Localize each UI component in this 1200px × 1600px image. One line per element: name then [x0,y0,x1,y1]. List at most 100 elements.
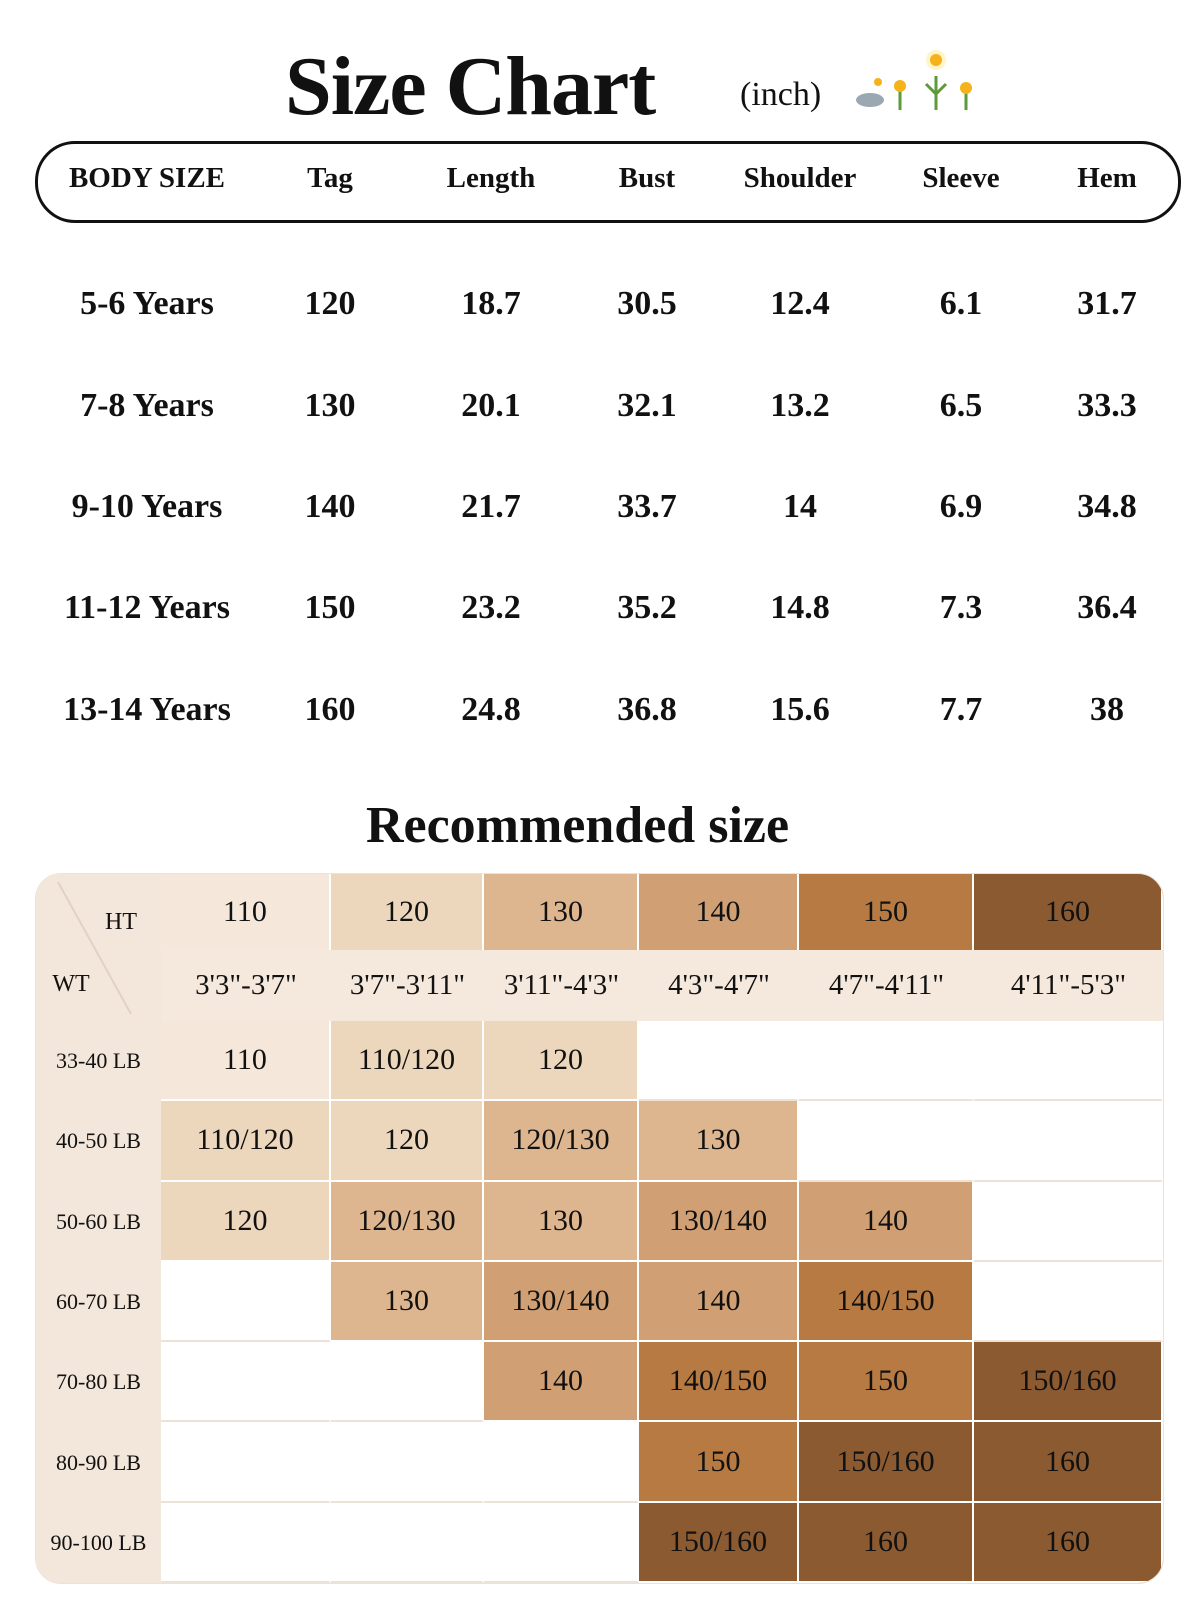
column-header: Hem [1077,162,1137,194]
empty-cell [161,1261,331,1343]
size-cell: 140/150 [799,1261,974,1343]
column-header: Length [446,162,536,194]
height-tag: 140 [639,874,799,950]
body-size: 9-10 Years [71,488,223,525]
height-tag: 130 [484,874,639,950]
body-size: 5-6 Years [80,285,214,322]
measurement: 6.5 [939,387,983,424]
ht-label: HT [105,908,137,935]
corner-diagonal [57,881,132,1015]
recommendation-grid: HT WT 110 3'3"-3'7" 120 3'7"-3'11" 130 3'11"-… [35,873,1164,1584]
size-cell: 150/160 [974,1342,1163,1423]
size-cell: 140 [799,1181,974,1262]
size-cell: 130 [484,1181,639,1262]
height-range: 4'3"-4'7" [639,950,799,1021]
measurement: 20.1 [461,387,521,424]
empty-cell [331,1502,484,1583]
weight-label: 60-70 LB [36,1261,161,1343]
empty-cell [639,1021,799,1102]
empty-cell [974,1021,1163,1102]
height-range: 3'11"-4'3" [484,950,639,1021]
measurement: 6.1 [939,285,983,322]
size-cell: 150/160 [799,1422,974,1503]
measurement: 120 [304,285,356,322]
measurement: 23.2 [461,589,521,626]
measurement: 130 [304,387,356,424]
size-cell: 130 [331,1261,484,1343]
size-cell: 150/160 [639,1502,799,1583]
body-size: 11-12 Years [64,589,230,626]
size-cell: 130/140 [484,1261,639,1343]
weight-label: 50-60 LB [36,1181,161,1262]
measurement: 38 [1090,691,1124,728]
title: Size Chart [285,40,656,133]
size-cell: 160 [799,1502,974,1583]
height-range: 4'7"-4'11" [799,950,974,1021]
measurement: 36.4 [1077,589,1137,626]
measurement: 34.8 [1077,488,1137,525]
measurement: 12.4 [770,285,830,322]
flower-icon [856,50,972,110]
empty-cell [161,1502,331,1583]
size-cell: 120 [161,1181,331,1262]
size-cell: 130 [639,1101,799,1182]
column-header: Sleeve [922,162,1000,194]
column-header: Tag [307,162,353,194]
measurement: 15.6 [770,691,830,728]
measurement: 14 [783,488,817,525]
size-cell: 140 [484,1342,639,1423]
empty-cell [974,1181,1163,1262]
measurement: 140 [304,488,356,525]
column-header: Bust [618,162,676,194]
empty-cell [331,1422,484,1503]
measurement: 32.1 [617,387,677,424]
weight-label: 90-100 LB [36,1502,161,1583]
empty-cell [974,1101,1163,1182]
weight-label: 70-80 LB [36,1342,161,1423]
section-title: Recommended size [365,797,790,854]
corner-cell [36,874,161,1021]
empty-cell [331,1342,484,1423]
height-tag: 120 [331,874,484,950]
measurement: 35.2 [617,589,677,626]
measurement: 14.8 [770,589,830,626]
column-header: Shoulder [743,162,857,194]
size-cell: 110/120 [331,1021,484,1102]
empty-cell [161,1342,331,1423]
measurement: 30.5 [617,285,677,322]
measurement: 160 [304,691,356,728]
height-range: 3'7"-3'11" [331,950,484,1021]
empty-cell [484,1502,639,1583]
size-cell: 120 [331,1101,484,1182]
wt-label: WT [52,970,90,997]
weight-label: 80-90 LB [36,1422,161,1503]
weight-label: 33-40 LB [36,1021,161,1102]
size-cell: 140/150 [639,1342,799,1423]
size-cell: 110/120 [161,1101,331,1182]
height-range: 3'3"-3'7" [161,950,331,1021]
size-cell: 150 [799,1342,974,1423]
measurement: 33.7 [617,488,677,525]
size-cell: 160 [974,1502,1163,1583]
size-cell: 160 [974,1422,1163,1503]
size-cell: 120 [484,1021,639,1102]
size-cell: 120/130 [331,1181,484,1262]
measurement: 7.3 [939,589,983,626]
empty-cell [161,1422,331,1503]
empty-cell [974,1261,1163,1343]
measurement: 31.7 [1077,285,1137,322]
height-tag: 110 [161,874,331,950]
empty-cell [799,1101,974,1182]
header-pill [35,141,1181,223]
measurement: 6.9 [939,488,983,525]
size-cell: 130/140 [639,1181,799,1262]
body-size: 7-8 Years [80,387,214,424]
size-cell: 120/130 [484,1101,639,1182]
weight-label: 40-50 LB [36,1101,161,1182]
column-header: BODY SIZE [68,162,226,194]
height-tag: 150 [799,874,974,950]
size-cell: 110 [161,1021,331,1102]
measurement: 13.2 [770,387,830,424]
